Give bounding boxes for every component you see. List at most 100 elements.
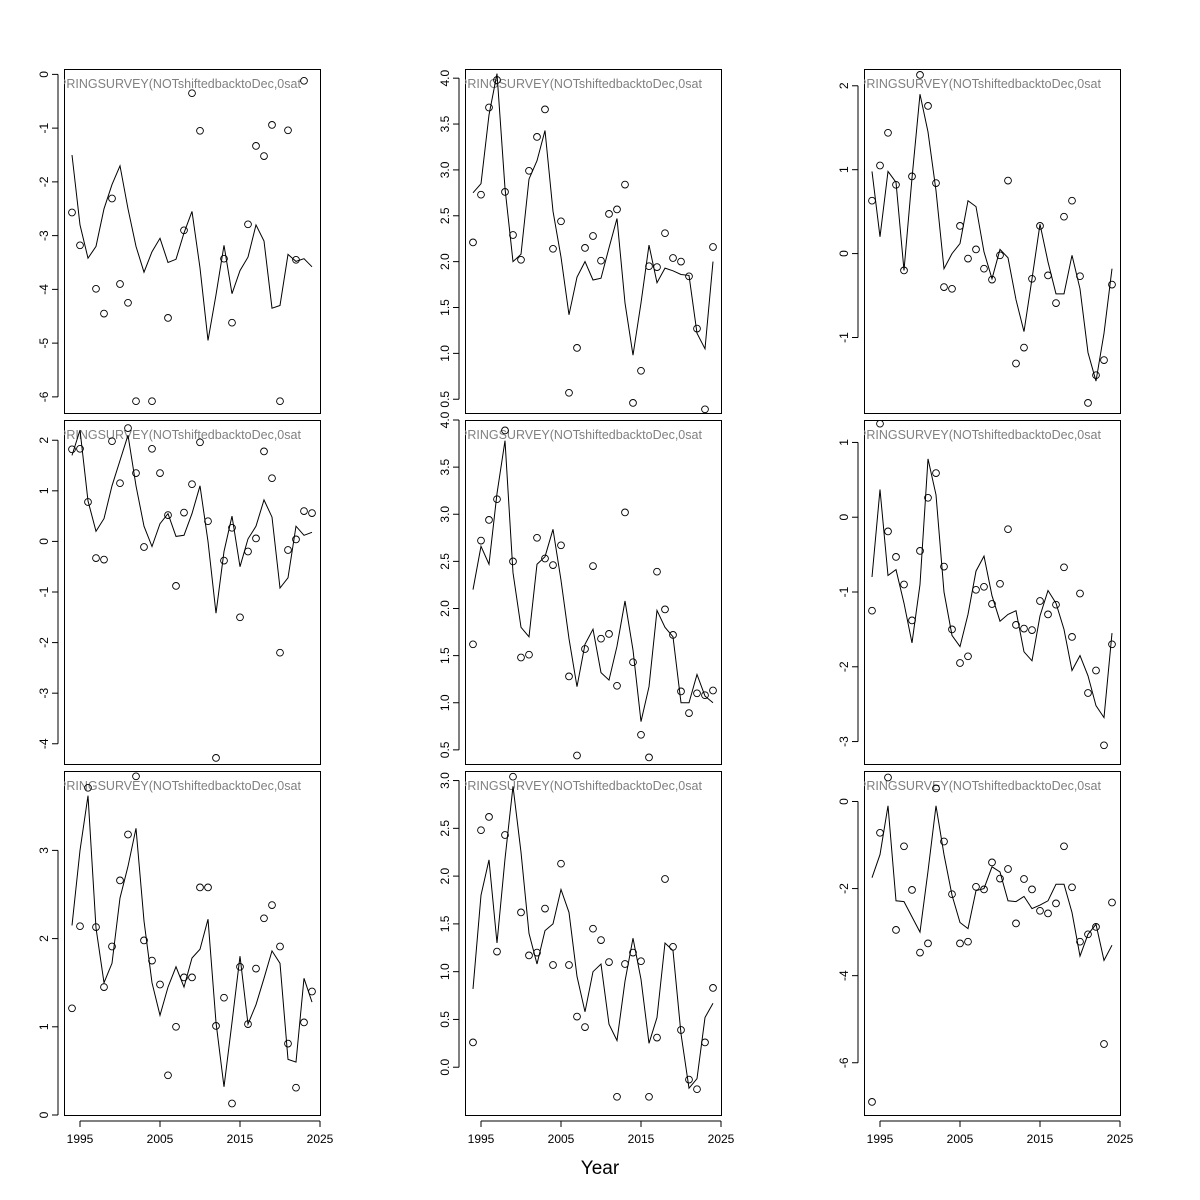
data-point: [1020, 624, 1028, 633]
data-point: [533, 133, 541, 141]
y-tick-label: 0.5: [438, 1011, 452, 1028]
panel-title: PRINGSURVEY(NOTshiftedbacktoDec,0sat: [459, 428, 702, 442]
y-tick-label: -4: [837, 970, 851, 981]
plot-area: PRINGSURVEY(NOTshiftedbacktoDec,0sat: [459, 426, 717, 762]
data-point: [1004, 176, 1012, 185]
data-point: [972, 882, 980, 891]
data-point: [276, 648, 284, 657]
data-point: [108, 437, 116, 446]
data-point: [525, 650, 533, 659]
y-tick-label: -1: [37, 586, 51, 597]
data-point: [76, 444, 84, 453]
data-point: [477, 190, 485, 199]
data-point: [268, 121, 276, 129]
y-tick-label: -4: [37, 284, 51, 295]
data-point: [988, 275, 996, 284]
data-point: [908, 886, 916, 894]
data-point: [469, 238, 477, 247]
data-point: [549, 244, 557, 253]
data-point: [1012, 621, 1020, 629]
y-tick-label: 3.5: [438, 458, 452, 475]
data-point: [1084, 689, 1092, 697]
data-point: [685, 709, 693, 717]
data-point: [284, 1039, 292, 1048]
data-point: [589, 232, 597, 240]
data-point: [964, 937, 972, 946]
data-point: [260, 914, 268, 923]
data-point: [1060, 842, 1068, 851]
data-point: [172, 1022, 180, 1031]
data-point: [1068, 633, 1076, 641]
data-point: [573, 1012, 581, 1021]
data-point: [565, 388, 573, 397]
fitted-line: [472, 786, 714, 1090]
data-point: [693, 1085, 701, 1094]
data-point: [637, 366, 645, 375]
y-tick-label: 1.5: [438, 915, 452, 932]
data-point: [924, 102, 932, 110]
data-point: [1044, 909, 1052, 918]
x-tick-label: 2025: [1107, 1132, 1134, 1146]
data-point: [148, 444, 156, 453]
data-point: [669, 942, 677, 951]
data-point: [1076, 937, 1084, 946]
plot-frame: [64, 69, 321, 414]
data-point: [892, 180, 900, 189]
data-point: [164, 314, 172, 322]
data-point: [709, 243, 717, 251]
panel-3: -1 0 1 2 PRINGSURVEY(NOTshiftedbacktoDec,0sa…: [837, 69, 1121, 414]
panel-8: 0.0 0.5 1.0 1.5 2.0 2.5 3.0 1995 2005 2015 2025 PRI…: [438, 771, 735, 1146]
data-point: [685, 272, 693, 281]
data-point: [948, 890, 956, 899]
data-point: [172, 582, 180, 590]
plot-area: PRINGSURVEY(NOTshiftedbacktoDec,0sat: [465, 772, 717, 1101]
y-tick-label: -1: [837, 332, 851, 343]
x-tick-label: 2005: [147, 1132, 174, 1146]
data-point: [509, 557, 517, 566]
data-point: [956, 659, 964, 667]
panel-title: PRINGSURVEY(NOTshiftedbacktoDec,0sat: [858, 779, 1101, 793]
data-point: [597, 936, 605, 944]
data-point: [557, 541, 565, 550]
x-tick-label: 2015: [628, 1132, 655, 1146]
data-point: [1052, 299, 1060, 307]
data-point: [884, 773, 892, 782]
data-point: [156, 469, 164, 477]
y-tick-label: 1.0: [438, 345, 452, 362]
y-tick-label: -6: [37, 391, 51, 402]
data-point: [677, 687, 685, 696]
data-point: [493, 947, 501, 956]
panel-title: PRINGSURVEY(NOTshiftedbacktoDec,0sat: [858, 428, 1101, 442]
y-tick-label: 2: [37, 935, 51, 942]
plot-frame: [64, 771, 321, 1116]
data-point: [685, 1075, 693, 1084]
data-point: [132, 397, 140, 406]
data-point: [1028, 626, 1036, 634]
y-tick-label: -4: [37, 738, 51, 749]
plot-frame: [465, 420, 722, 765]
panel-2: 0.5 1.0 1.5 2.0 2.5 3.0 3.5 4.0 PRINGSURVEY(NOTs…: [438, 69, 722, 414]
data-point: [292, 1083, 300, 1092]
data-point: [948, 284, 956, 293]
y-tick-label: -5: [37, 337, 51, 348]
data-point: [988, 858, 996, 867]
data-point: [557, 217, 565, 226]
data-point: [701, 1038, 709, 1047]
data-point: [1004, 525, 1012, 534]
data-point: [1036, 222, 1044, 230]
data-point: [1012, 919, 1020, 928]
data-point: [1084, 930, 1092, 939]
data-point: [613, 1092, 621, 1101]
data-point: [900, 842, 908, 851]
data-point: [637, 730, 645, 739]
data-point: [124, 830, 132, 839]
data-point: [188, 89, 196, 98]
data-point: [76, 241, 84, 250]
y-tick-label: 1.0: [438, 694, 452, 711]
data-point: [613, 681, 621, 690]
plot-area: PRINGSURVEY(NOTshiftedbacktoDec,0sat: [64, 772, 316, 1108]
data-point: [876, 161, 884, 170]
x-tick-label: 2015: [1027, 1132, 1054, 1146]
fitted-line: [472, 73, 714, 356]
